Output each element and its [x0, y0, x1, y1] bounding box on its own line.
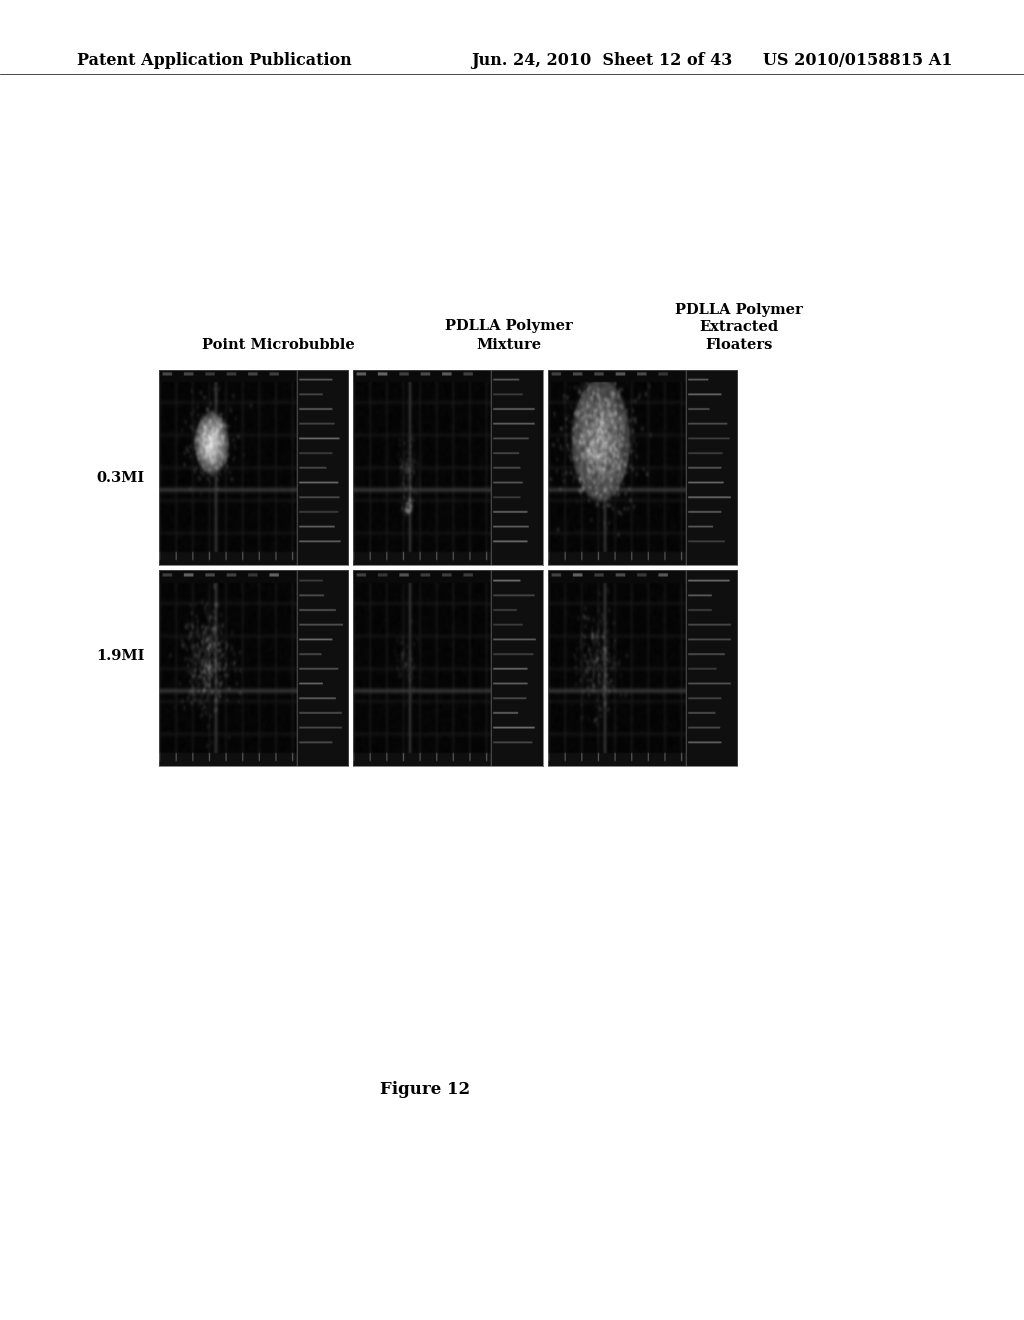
Text: PDLLA Polymer: PDLLA Polymer: [445, 318, 572, 333]
Text: Patent Application Publication: Patent Application Publication: [77, 53, 351, 69]
Text: Figure 12: Figure 12: [380, 1081, 470, 1098]
Text: Extracted: Extracted: [699, 319, 779, 334]
Text: Jun. 24, 2010  Sheet 12 of 43: Jun. 24, 2010 Sheet 12 of 43: [471, 53, 732, 69]
Text: PDLLA Polymer: PDLLA Polymer: [676, 302, 803, 317]
Text: 0.3MI: 0.3MI: [97, 471, 144, 484]
Text: Point Microbubble: Point Microbubble: [202, 338, 355, 352]
Text: Floaters: Floaters: [706, 338, 773, 352]
Text: Mixture: Mixture: [476, 338, 542, 352]
Text: 1.9MI: 1.9MI: [96, 649, 145, 663]
Text: US 2010/0158815 A1: US 2010/0158815 A1: [763, 53, 952, 69]
